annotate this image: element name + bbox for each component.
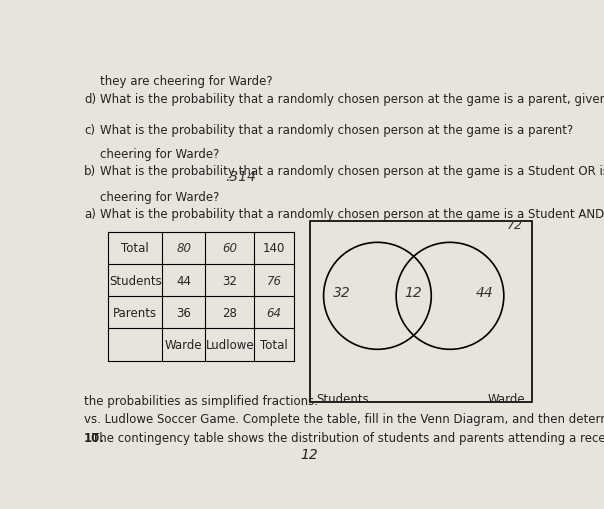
Text: 140: 140 [263, 242, 286, 255]
Text: 32: 32 [222, 274, 237, 287]
Text: b): b) [84, 165, 96, 178]
Text: What is the probability that a randomly chosen person at the game is a parent?: What is the probability that a randomly … [100, 124, 573, 137]
Text: cheering for Warde?: cheering for Warde? [100, 191, 219, 204]
Text: 36: 36 [176, 306, 191, 319]
Text: Total: Total [260, 338, 288, 351]
Text: 10.: 10. [84, 432, 105, 444]
Text: 44: 44 [176, 274, 191, 287]
Text: 12: 12 [301, 447, 318, 461]
Text: 80: 80 [176, 242, 191, 255]
Text: What is the probability that a randomly chosen person at the game is a parent, g: What is the probability that a randomly … [100, 93, 604, 105]
Text: c): c) [84, 124, 95, 137]
Text: What is the probability that a randomly chosen person at the game is a Student O: What is the probability that a randomly … [100, 165, 604, 178]
Text: Warde: Warde [165, 338, 202, 351]
Text: Students: Students [109, 274, 161, 287]
Text: 32: 32 [333, 286, 351, 299]
Text: cheering for Warde?: cheering for Warde? [100, 148, 219, 161]
Text: 44: 44 [476, 286, 494, 299]
Text: 12: 12 [405, 286, 423, 299]
Text: they are cheering for Warde?: they are cheering for Warde? [100, 75, 272, 88]
Text: the probabilities as simplified fractions.: the probabilities as simplified fraction… [84, 394, 318, 407]
Text: .314: .314 [225, 169, 256, 183]
Text: Total: Total [121, 242, 149, 255]
Text: Students: Students [316, 392, 369, 405]
Text: The contingency table shows the distribution of students and parents attending a: The contingency table shows the distribu… [92, 432, 604, 444]
Text: 60: 60 [222, 242, 237, 255]
Text: a): a) [84, 208, 96, 221]
Text: d): d) [84, 93, 96, 105]
Text: What is the probability that a randomly chosen person at the game is a Student A: What is the probability that a randomly … [100, 208, 604, 221]
Text: Ludlowe: Ludlowe [205, 338, 254, 351]
Text: 76: 76 [267, 274, 281, 287]
Text: 72: 72 [507, 218, 522, 232]
Text: 28: 28 [222, 306, 237, 319]
Text: vs. Ludlowe Soccer Game. Complete the table, fill in the Venn Diagram, and then : vs. Ludlowe Soccer Game. Complete the ta… [84, 413, 604, 426]
Text: 64: 64 [267, 306, 281, 319]
Text: Parents: Parents [113, 306, 157, 319]
Text: Warde: Warde [487, 392, 525, 405]
